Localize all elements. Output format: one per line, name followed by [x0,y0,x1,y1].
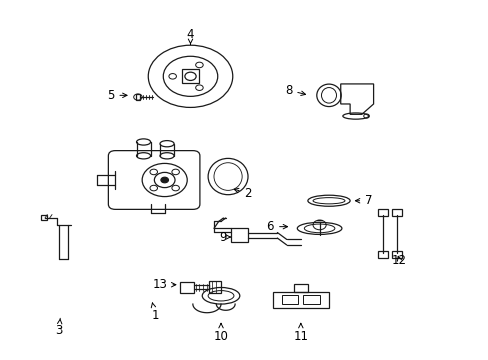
Text: 5: 5 [107,89,127,102]
Bar [282,295,298,305]
Text: 10: 10 [213,323,228,343]
Bar [180,282,193,293]
Text: 9: 9 [219,230,230,243]
Bar [182,69,198,83]
Text: 12: 12 [391,254,406,267]
Text: 11: 11 [293,323,308,343]
Circle shape [161,177,168,183]
Bar [303,295,319,305]
Text: 7: 7 [355,194,372,207]
Text: 8: 8 [285,84,305,96]
Text: 3: 3 [55,318,62,337]
Bar [378,210,387,216]
Text: 4: 4 [186,28,194,44]
Text: 13: 13 [152,278,176,291]
Bar [41,215,47,220]
Text: 1: 1 [151,303,159,322]
Text: 2: 2 [234,186,251,200]
Bar [293,284,307,292]
Bar [272,292,328,308]
Bar [391,251,401,258]
Bar [231,228,248,242]
Bar [209,281,221,293]
Text: 6: 6 [266,220,287,233]
Bar [391,210,401,216]
Bar [135,94,140,100]
Bar [378,251,387,258]
